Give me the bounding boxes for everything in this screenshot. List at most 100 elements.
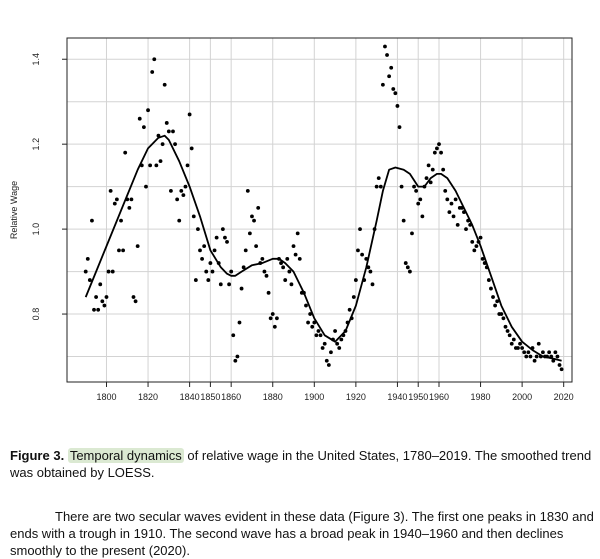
loess-trend-line [84, 134, 562, 362]
data-point [250, 214, 254, 219]
data-point [108, 188, 113, 193]
data-point [401, 218, 406, 223]
x-tick-label: 1950 [408, 392, 428, 402]
caption-label: Figure 3. [10, 448, 65, 463]
data-point [183, 184, 188, 189]
data-point [528, 354, 533, 359]
data-point [553, 350, 558, 355]
x-tick-label: 1840 [180, 392, 200, 402]
data-point [220, 227, 225, 232]
relative-wage-chart: 1800 1820 1840 1850 1860 1880 1900 1920 1940 1950… [9, 37, 574, 402]
data-point [408, 269, 412, 274]
data-point [356, 248, 360, 253]
x-tick-label: 1960 [429, 392, 449, 402]
data-point [491, 295, 495, 299]
data-point [541, 350, 545, 355]
data-point [179, 188, 184, 193]
data-point [208, 261, 213, 265]
data-point [432, 150, 437, 155]
data-point [119, 218, 123, 223]
data-point [87, 278, 92, 282]
data-point [306, 320, 310, 325]
x-tick-label: 1900 [304, 392, 324, 402]
data-point [266, 290, 271, 295]
data-point [399, 184, 404, 189]
data-point [141, 125, 146, 130]
data-point [337, 346, 342, 350]
data-point [243, 248, 248, 253]
data-point [256, 205, 261, 210]
data-point [393, 91, 398, 96]
data-point [526, 350, 531, 355]
data-point [83, 269, 88, 274]
data-point [503, 324, 508, 329]
data-point [333, 329, 337, 333]
data-point [387, 74, 392, 79]
data-point [135, 244, 140, 248]
data-point [418, 197, 423, 202]
data-point [173, 142, 177, 147]
data-point [439, 150, 443, 155]
data-point [443, 188, 448, 193]
data-point [279, 261, 283, 265]
data-point [524, 354, 529, 359]
data-point [304, 303, 308, 308]
data-point [453, 197, 458, 202]
data-point [397, 125, 402, 130]
data-point [314, 333, 319, 338]
data-point [455, 222, 460, 227]
data-point [291, 244, 296, 248]
data-point [511, 337, 516, 342]
data-point [339, 337, 344, 342]
data-point [374, 184, 379, 189]
data-point [131, 295, 136, 299]
data-point [241, 265, 246, 270]
data-point [193, 278, 198, 282]
data-point [247, 231, 252, 236]
data-point [403, 261, 408, 265]
x-tick-label: 1880 [263, 392, 283, 402]
x-tick-label: 1940 [387, 392, 407, 402]
data-point [437, 142, 441, 147]
data-point [486, 278, 491, 282]
data-point [385, 53, 389, 57]
data-point [114, 197, 119, 202]
data-point [281, 265, 286, 270]
data-point [287, 269, 292, 274]
data-point [223, 235, 227, 240]
data-point [152, 57, 157, 62]
data-point [499, 312, 504, 316]
data-point [441, 167, 446, 172]
data-point [102, 303, 107, 308]
data-point [522, 350, 527, 355]
data-point [520, 346, 525, 350]
data-point [534, 354, 539, 359]
data-point [480, 256, 485, 261]
data-point [489, 286, 493, 291]
data-point [410, 231, 414, 236]
data-point [329, 350, 333, 355]
data-point [555, 354, 560, 359]
data-point [428, 180, 433, 185]
data-point [551, 358, 556, 363]
data-point [285, 256, 290, 261]
data-point [227, 282, 231, 287]
data-point [210, 269, 215, 274]
data-point [133, 299, 138, 304]
data-point [516, 346, 520, 350]
data-point [98, 282, 103, 287]
data-point [191, 214, 196, 219]
data-point [137, 116, 142, 121]
body-paragraph: There are two secular waves evident in t… [10, 509, 594, 558]
data-point [123, 150, 128, 155]
data-point [383, 44, 387, 49]
data-point [405, 265, 410, 270]
data-point [391, 87, 396, 91]
data-point [96, 307, 101, 312]
data-point [358, 227, 362, 232]
data-point [262, 269, 267, 274]
y-tick-label: 1.0 [31, 223, 41, 236]
data-point [206, 278, 211, 282]
data-point [447, 210, 452, 215]
data-point [204, 269, 209, 274]
